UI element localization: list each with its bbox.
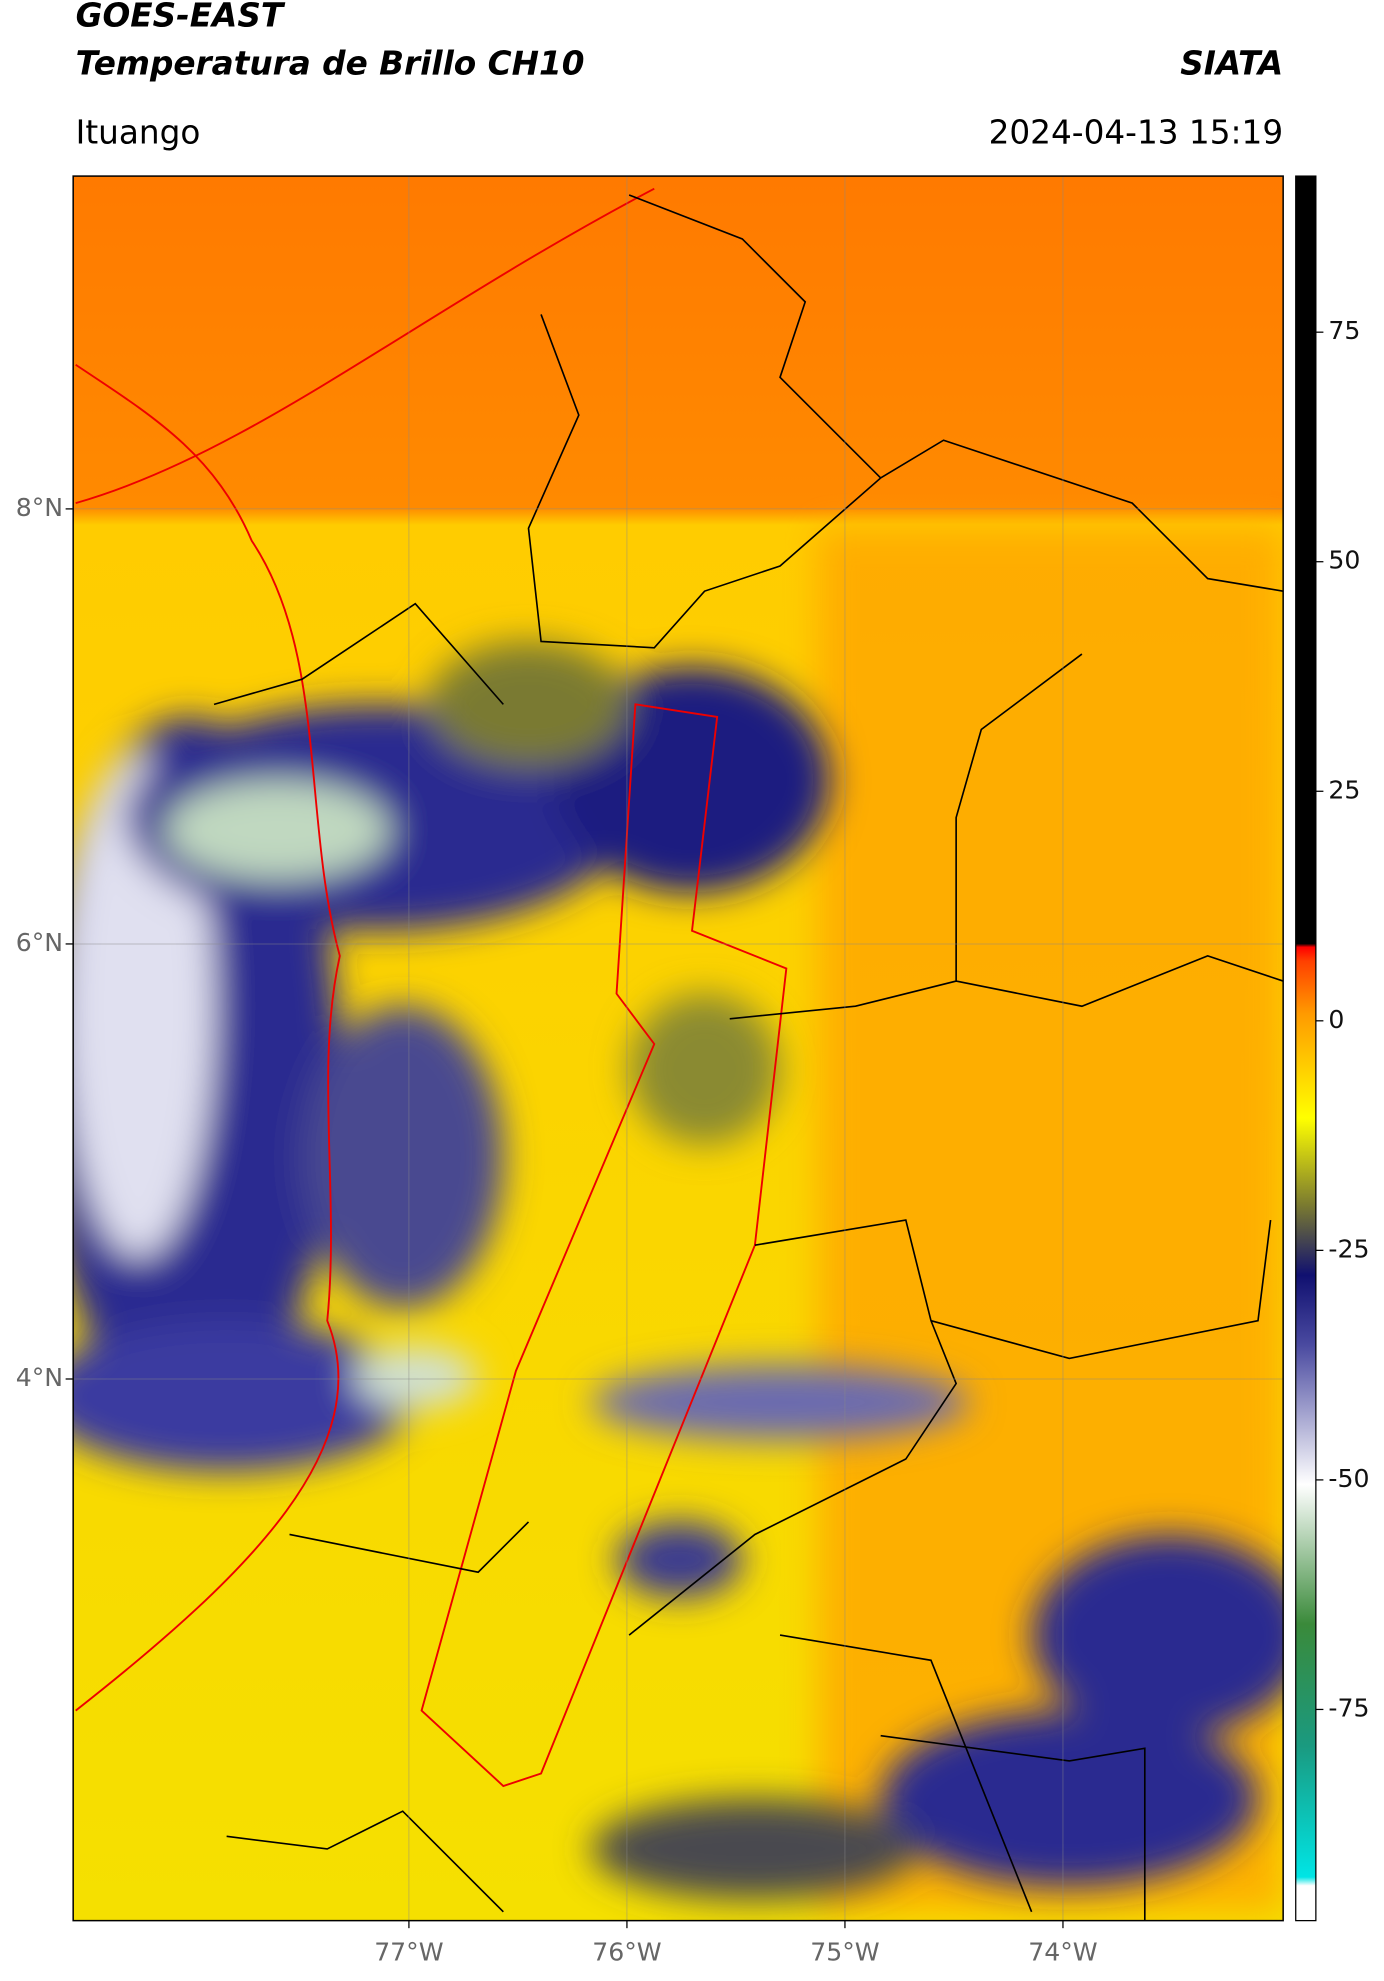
- colorbar-label: -50: [1328, 1464, 1369, 1493]
- colorbar-label: 25: [1328, 775, 1360, 804]
- colorbar-label: 0: [1328, 1005, 1344, 1034]
- source: SIATA: [1180, 44, 1283, 82]
- map-frame: [72, 175, 1284, 1922]
- y-tick-label: 4°N: [16, 1363, 63, 1392]
- x-tick-label: 74°W: [1028, 1937, 1098, 1966]
- title: GOES-EAST: [76, 0, 286, 35]
- x-tick-label: 75°W: [810, 1937, 880, 1966]
- y-tick-label: 8°N: [16, 493, 63, 522]
- colorbar-label: -75: [1328, 1693, 1369, 1722]
- y-tick-label: 6°N: [16, 928, 63, 957]
- colorbar: [1295, 175, 1317, 1922]
- subtitle: Temperatura de Brillo CH10: [76, 44, 585, 82]
- colorbar-label: -25: [1328, 1234, 1369, 1263]
- colorbar-label: 50: [1328, 546, 1360, 575]
- satellite-image: [73, 176, 1284, 1921]
- datetime: 2024-04-13 15:19: [989, 114, 1284, 152]
- colorbar-label: 75: [1328, 316, 1360, 345]
- x-tick-label: 77°W: [374, 1937, 444, 1966]
- x-tick-label: 76°W: [592, 1937, 662, 1966]
- location: Ituango: [76, 114, 201, 152]
- axes: 77°W 76°W 75°W 74°W 4°N 6°N 8°N -75 -50 -25 0 25 50 7…: [16, 176, 1369, 1966]
